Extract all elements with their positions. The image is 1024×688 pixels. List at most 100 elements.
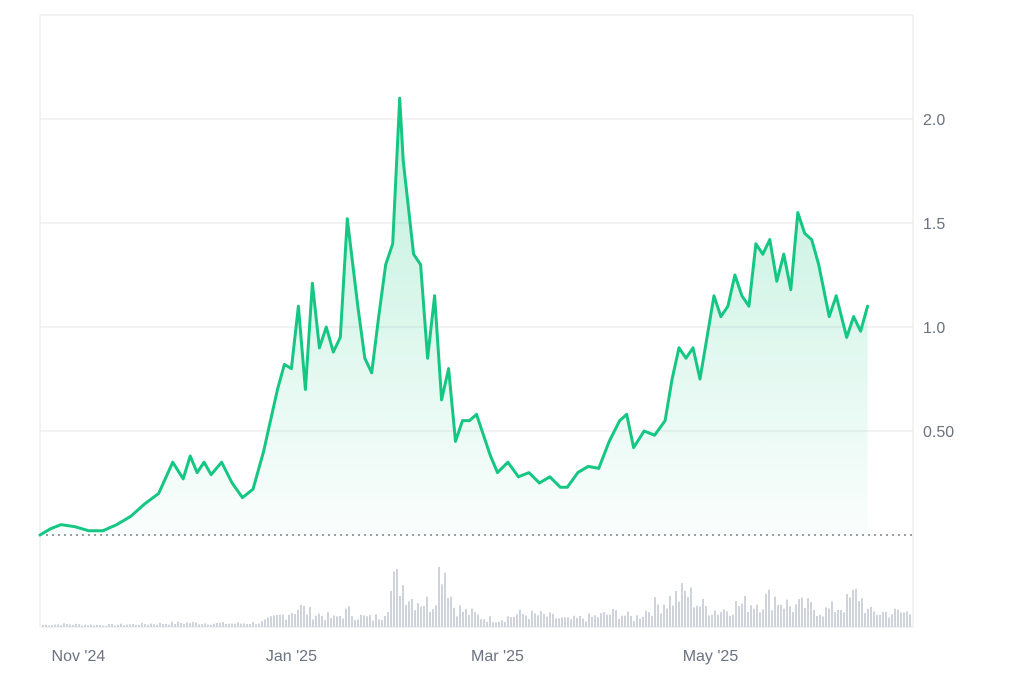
volume-bar bbox=[150, 623, 152, 627]
price-line bbox=[38, 96, 870, 537]
volume-bar bbox=[510, 617, 512, 627]
volume-bar bbox=[45, 624, 47, 627]
volume-bar bbox=[897, 609, 899, 627]
volume-bar bbox=[321, 615, 323, 627]
volume-bar bbox=[546, 616, 548, 627]
volume-bar bbox=[624, 615, 626, 627]
volume-bar bbox=[699, 606, 701, 627]
volume-bar bbox=[813, 609, 815, 627]
volume-bar bbox=[303, 605, 305, 627]
volume-bar bbox=[894, 608, 896, 627]
volume-bar bbox=[636, 615, 638, 627]
volume-bar bbox=[795, 604, 797, 627]
volume-bar bbox=[756, 604, 758, 627]
volume-bar bbox=[573, 615, 575, 627]
volume-bar bbox=[531, 610, 533, 627]
volume-bar bbox=[360, 614, 362, 627]
volume-bar bbox=[570, 619, 572, 627]
volume-bar bbox=[189, 623, 191, 627]
volume-bar bbox=[87, 625, 89, 627]
volume-bar bbox=[69, 624, 71, 627]
volume-bar bbox=[708, 615, 710, 627]
volume-bar bbox=[348, 606, 350, 627]
volume-bar bbox=[369, 615, 371, 627]
volume-bar bbox=[261, 621, 263, 627]
volume-bar bbox=[681, 583, 683, 627]
volume-bar bbox=[66, 623, 68, 627]
volume-bar bbox=[729, 615, 731, 627]
price-line-path bbox=[38, 96, 870, 537]
volume-bar bbox=[438, 566, 440, 627]
volume-bar bbox=[684, 590, 686, 627]
volume-bar bbox=[861, 598, 863, 627]
volume-bar bbox=[618, 618, 620, 627]
volume-bar bbox=[543, 613, 545, 627]
volume-bar bbox=[318, 613, 320, 627]
volume-bar bbox=[252, 622, 254, 627]
volume-bar bbox=[204, 623, 206, 627]
volume-bar bbox=[783, 608, 785, 627]
volume-bar bbox=[246, 623, 248, 627]
volume-bar bbox=[327, 612, 329, 627]
volume-bar bbox=[906, 611, 908, 627]
price-area-fill bbox=[40, 98, 868, 535]
volume-bar bbox=[717, 614, 719, 627]
volume-bar bbox=[396, 568, 398, 627]
volume-bar bbox=[537, 615, 539, 627]
volume-bar bbox=[765, 593, 767, 627]
volume-bar bbox=[843, 612, 845, 627]
volume-bar bbox=[462, 611, 464, 627]
volume-bar bbox=[381, 619, 383, 627]
x-tick-label: May '25 bbox=[683, 648, 739, 665]
volume-bar bbox=[549, 612, 551, 627]
volume-bar bbox=[741, 603, 743, 627]
volume-bar bbox=[393, 571, 395, 627]
volume-bar bbox=[420, 606, 422, 627]
volume-bar bbox=[153, 624, 155, 627]
volume-bar bbox=[453, 607, 455, 627]
volume-bar bbox=[330, 617, 332, 627]
volume-bar bbox=[306, 614, 308, 627]
volume-bar bbox=[723, 609, 725, 627]
volume-bar bbox=[519, 609, 521, 627]
volume-bar bbox=[609, 614, 611, 627]
volume-bar bbox=[336, 616, 338, 627]
volume-bar bbox=[867, 608, 869, 627]
volume-bar bbox=[858, 601, 860, 627]
volume-bar bbox=[366, 616, 368, 627]
volume-bar bbox=[192, 621, 194, 627]
volume-bar bbox=[294, 613, 296, 627]
volume-bar bbox=[270, 616, 272, 627]
volume-bar bbox=[603, 612, 605, 627]
volume-bar bbox=[141, 622, 143, 627]
volume-bar bbox=[639, 618, 641, 627]
volume-bar bbox=[672, 605, 674, 627]
volume-bar bbox=[654, 597, 656, 627]
volume-bar bbox=[123, 625, 125, 627]
volume-bar bbox=[561, 617, 563, 627]
volume-bar bbox=[276, 614, 278, 627]
volume-bar bbox=[300, 604, 302, 627]
volume-bar bbox=[588, 613, 590, 627]
volume-bar bbox=[786, 599, 788, 627]
volume-bar bbox=[747, 612, 749, 627]
x-tick-label: Jan '25 bbox=[266, 648, 317, 665]
volume-bar bbox=[891, 614, 893, 627]
volume-bar bbox=[888, 617, 890, 627]
volume-bar bbox=[831, 601, 833, 627]
volume-bar bbox=[459, 605, 461, 627]
volume-bar bbox=[774, 596, 776, 627]
volume-bar bbox=[48, 625, 50, 627]
volume-bar bbox=[480, 619, 482, 627]
volume-bar bbox=[72, 624, 74, 627]
volume-bar bbox=[441, 584, 443, 627]
volume-bar bbox=[93, 625, 95, 627]
volume-bar bbox=[267, 617, 269, 627]
volume-bar bbox=[903, 612, 905, 627]
y-axis-ticks: 0.50 1.0 1.5 2.0 bbox=[923, 112, 954, 441]
volume-bar bbox=[633, 621, 635, 627]
volume-bar bbox=[810, 602, 812, 627]
volume-bar bbox=[711, 614, 713, 627]
volume-bar bbox=[528, 619, 530, 627]
